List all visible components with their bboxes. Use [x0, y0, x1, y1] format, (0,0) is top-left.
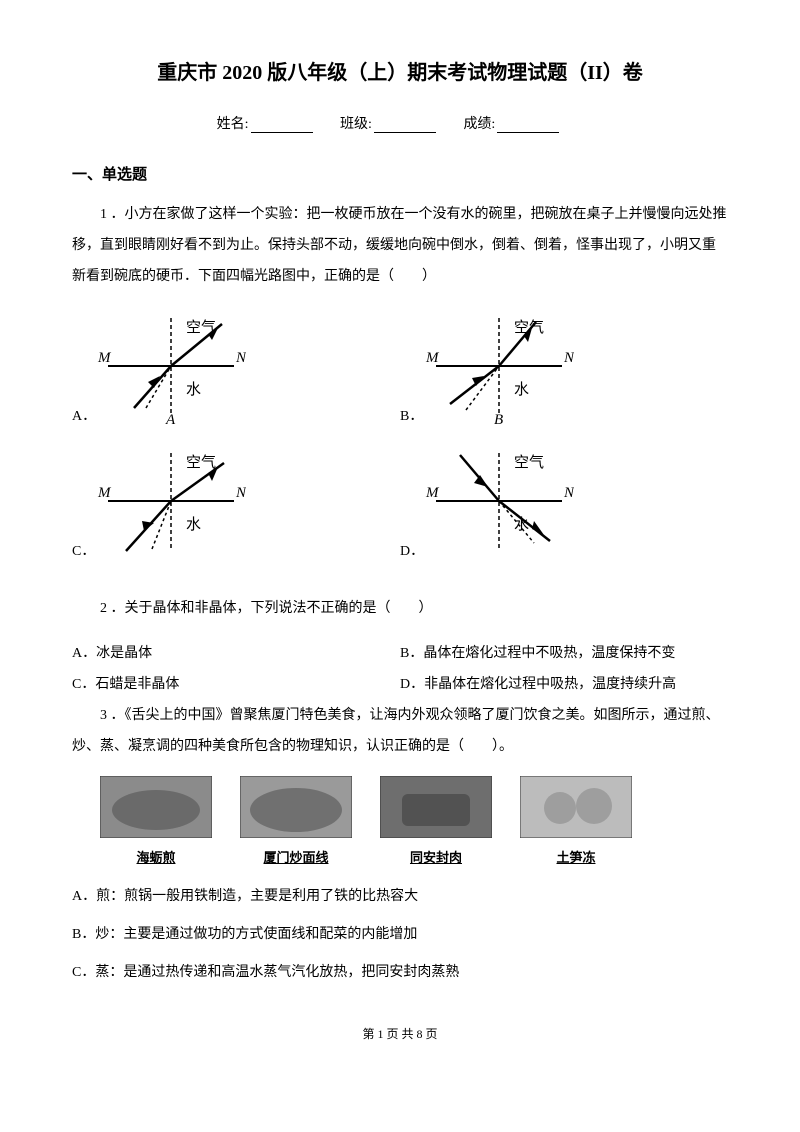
svg-text:N: N: [563, 485, 574, 501]
choice-label: A．: [72, 405, 96, 431]
name-blank[interactable]: [251, 118, 313, 133]
svg-text:M: M: [97, 485, 112, 501]
q2-number: 2 ．: [100, 601, 125, 616]
q2-opt-b[interactable]: B．晶体在熔化过程中不吸热，温度保持不变: [400, 639, 728, 670]
refraction-diagram: 空气 水 M N B: [424, 306, 574, 431]
svg-text:M: M: [425, 485, 440, 501]
choice-label: B．: [400, 405, 424, 431]
svg-text:M: M: [425, 350, 440, 366]
choice-label: C．: [72, 540, 96, 566]
food-item: 同安封肉: [380, 776, 492, 866]
food-image-icon: [100, 776, 212, 838]
q1-number: 1 ．: [100, 207, 125, 222]
svg-text:水: 水: [514, 381, 529, 398]
refraction-diagram: 空气 水 M N: [96, 441, 246, 566]
q2-opt-a[interactable]: A．冰是晶体: [72, 639, 400, 670]
svg-text:N: N: [563, 350, 574, 366]
svg-text:M: M: [97, 350, 112, 366]
class-blank[interactable]: [374, 118, 436, 133]
q1-choice-a[interactable]: A． 空气 水 M N A: [72, 306, 400, 431]
svg-text:水: 水: [186, 516, 201, 533]
refraction-diagram: 空气 水 M N A: [96, 306, 246, 431]
q1-choice-b[interactable]: B． 空气 水 M N B: [400, 306, 728, 431]
food-image-icon: [380, 776, 492, 838]
page-title: 重庆市 2020 版八年级（上）期末考试物理试题（II）卷: [72, 56, 728, 85]
q3-opt-b[interactable]: B．炒：主要是通过做功的方式使面线和配菜的内能增加: [72, 918, 728, 952]
svg-text:空气: 空气: [514, 454, 544, 471]
svg-text:N: N: [235, 485, 246, 501]
svg-text:A: A: [165, 412, 176, 426]
q1-text: 小方在家做了这样一个实验：把一枚硬币放在一个没有水的碗里，把碗放在桌子上并慢慢向…: [72, 207, 727, 284]
q2-choices: A．冰是晶体 B．晶体在熔化过程中不吸热，温度保持不变 C．石蜡是非晶体 D．非…: [72, 639, 728, 701]
svg-text:空气: 空气: [186, 454, 216, 471]
score-blank[interactable]: [497, 118, 559, 133]
refraction-diagram: 空气 水 M N: [424, 441, 574, 566]
svg-text:N: N: [235, 350, 246, 366]
q1-choice-c[interactable]: C． 空气 水 M N: [72, 441, 400, 566]
question-2: 2 ．关于晶体和非晶体，下列说法不正确的是（ ）: [72, 594, 728, 625]
q3-number: 3 ．: [100, 708, 125, 723]
q1-choice-d[interactable]: D． 空气 水 M N: [400, 441, 728, 566]
info-line: 姓名: 班级: 成绩:: [72, 113, 728, 133]
q1-choices: A． 空气 水 M N A B．: [72, 306, 728, 576]
food-caption: 海蛎煎: [100, 847, 212, 866]
food-caption: 同安封肉: [380, 847, 492, 866]
question-1: 1 ．小方在家做了这样一个实验：把一枚硬币放在一个没有水的碗里，把碗放在桌子上并…: [72, 200, 728, 292]
svg-text:B: B: [494, 412, 503, 426]
food-caption: 厦门炒面线: [240, 847, 352, 866]
food-item: 海蛎煎: [100, 776, 212, 866]
food-image-icon: [240, 776, 352, 838]
svg-text:水: 水: [186, 381, 201, 398]
page-footer: 第 1 页 共 8 页: [72, 1025, 728, 1042]
q3-text: 《舌尖上的中国》曾聚焦厦门特色美食，让海内外观众领略了厦门饮食之美。如图所示，通…: [72, 708, 720, 754]
q3-opt-c[interactable]: C．蒸：是通过热传递和高温水蒸气汽化放热，把同安封肉蒸熟: [72, 956, 728, 990]
score-label: 成绩:: [463, 117, 495, 132]
q2-text: 关于晶体和非晶体，下列说法不正确的是（ ）: [125, 601, 433, 616]
q2-opt-d[interactable]: D．非晶体在熔化过程中吸热，温度持续升高: [400, 670, 728, 701]
class-label: 班级:: [340, 117, 372, 132]
food-image-icon: [520, 776, 632, 838]
section-heading: 一、单选题: [72, 163, 728, 184]
q3-opt-a[interactable]: A．煎：煎锅一般用铁制造，主要是利用了铁的比热容大: [72, 880, 728, 914]
q2-opt-c[interactable]: C．石蜡是非晶体: [72, 670, 400, 701]
food-caption: 土笋冻: [520, 847, 632, 866]
question-3: 3 ．《舌尖上的中国》曾聚焦厦门特色美食，让海内外观众领略了厦门饮食之美。如图所…: [72, 701, 728, 763]
q3-food-images: 海蛎煎 厦门炒面线 同安封肉 土笋冻: [100, 776, 728, 866]
choice-label: D．: [400, 540, 424, 566]
name-label: 姓名:: [217, 117, 249, 132]
food-item: 厦门炒面线: [240, 776, 352, 866]
food-item: 土笋冻: [520, 776, 632, 866]
